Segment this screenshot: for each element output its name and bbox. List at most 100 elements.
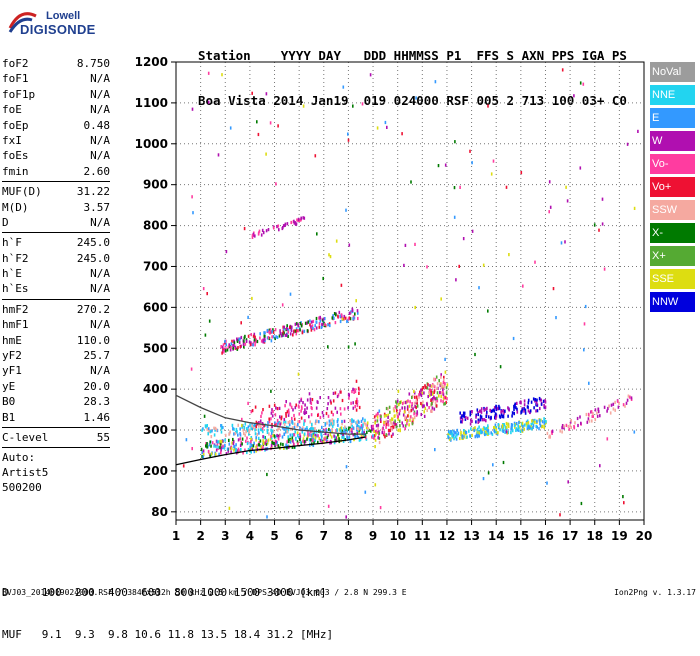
echo-point (325, 437, 328, 441)
echo-point (440, 395, 442, 399)
echo-point (241, 442, 243, 446)
parameter-label: MUF(D) (2, 185, 42, 199)
echo-point (232, 439, 235, 444)
echo-point (330, 435, 333, 439)
echo-point (512, 336, 515, 341)
echo-point (471, 419, 473, 423)
echo-point (348, 436, 350, 440)
echo-point (282, 442, 284, 447)
echo-point (270, 411, 273, 415)
echo-point (445, 400, 447, 405)
echo-point (347, 427, 350, 431)
echo-point (246, 429, 249, 433)
echo-point (351, 390, 353, 394)
echo-point (352, 387, 354, 391)
echo-point (300, 398, 302, 402)
echo-point (347, 317, 350, 321)
parameter-row: C-level 55 (2, 430, 110, 445)
station-header: Station YYYY DAY DDD HHMMSS P1 FFS S AXN… (198, 18, 627, 123)
echo-point (352, 317, 354, 321)
echo-point (372, 424, 374, 428)
echo-point (476, 427, 479, 431)
echo-point (540, 398, 542, 402)
echo-point (462, 237, 465, 241)
echo-point (204, 333, 207, 337)
echo-point (416, 404, 419, 408)
echo-point (250, 436, 253, 440)
echo-point (429, 393, 431, 397)
echo-point (473, 428, 475, 433)
echo-point (244, 448, 246, 452)
echo-point (275, 406, 277, 410)
echo-point (461, 434, 463, 438)
echo-point (235, 447, 238, 452)
echo-point (256, 339, 259, 344)
echo-point (331, 424, 334, 428)
echo-point (262, 231, 265, 235)
echo-point (370, 424, 373, 429)
echo-point (362, 423, 364, 427)
echo-point (396, 401, 398, 405)
echo-point (442, 390, 444, 394)
echo-point (336, 420, 339, 424)
echo-point (527, 421, 530, 425)
echo-point (596, 414, 599, 418)
echo-point (392, 425, 395, 429)
echo-point (627, 394, 630, 398)
echo-point (543, 417, 545, 421)
echo-point (393, 414, 396, 418)
echo-point (592, 414, 594, 418)
echo-point (273, 226, 275, 230)
echo-point (442, 387, 444, 391)
echo-point (469, 410, 472, 414)
echo-point (433, 385, 436, 389)
echo-point (321, 322, 324, 326)
echo-point (226, 447, 229, 451)
parameter-label: B0 (2, 395, 16, 409)
echo-point (330, 401, 332, 405)
echo-point (411, 422, 414, 426)
echo-point (357, 316, 359, 321)
echo-point (234, 450, 237, 454)
echo-point (480, 415, 483, 419)
echo-point (314, 154, 317, 158)
echo-point (501, 414, 503, 419)
echo-point (358, 391, 360, 395)
echo-point (480, 407, 483, 411)
echo-point (460, 420, 462, 424)
echo-point (500, 413, 503, 417)
echo-point (250, 443, 253, 448)
echo-point (496, 407, 499, 411)
echo-point (406, 419, 408, 423)
echo-point (291, 445, 294, 449)
echo-point (416, 410, 418, 414)
parameter-row: M(D) 3.57 (2, 200, 110, 215)
echo-point (440, 297, 442, 301)
echo-point (486, 406, 488, 410)
echo-point (424, 384, 426, 388)
echo-point (399, 424, 401, 428)
echo-point (437, 386, 439, 390)
x-tick-label: 14 (488, 529, 505, 543)
echo-point (334, 406, 337, 410)
echo-point (515, 406, 517, 410)
echo-point (534, 420, 536, 424)
echo-point (352, 406, 355, 410)
echo-point (434, 401, 437, 405)
echo-point (315, 406, 318, 410)
echo-point (306, 428, 308, 432)
echo-point (265, 442, 268, 446)
echo-point (501, 425, 504, 429)
echo-point (378, 436, 381, 440)
echo-point (328, 253, 330, 257)
echo-point (495, 414, 498, 418)
echo-point (483, 418, 486, 422)
echo-point (230, 345, 232, 350)
echo-point (267, 438, 270, 442)
echo-point (535, 409, 537, 413)
echo-point (538, 419, 541, 423)
echo-point (498, 426, 500, 430)
echo-point (234, 447, 236, 451)
parameter-label: hmE (2, 333, 22, 347)
echo-point (463, 411, 466, 415)
